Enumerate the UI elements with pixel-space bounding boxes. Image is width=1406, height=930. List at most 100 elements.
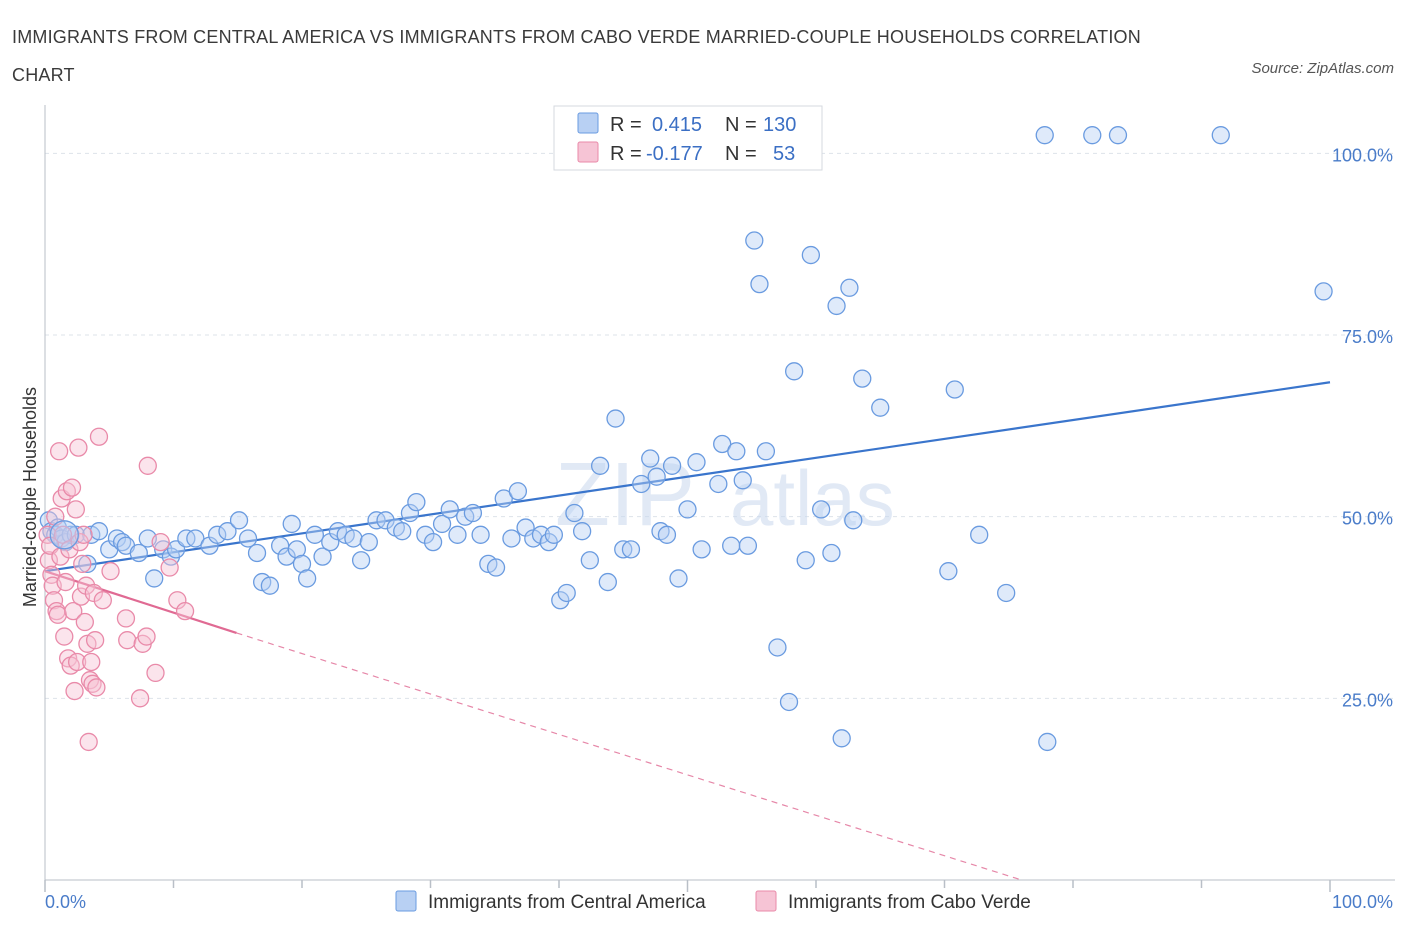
point-central-america [416,525,435,544]
point-cabo-verde [151,532,170,552]
point-cabo-verde [75,612,94,632]
point-cabo-verde [116,609,136,628]
point-central-america [407,492,426,512]
legend-swatch-central-america [577,112,599,134]
point-central-america [662,456,682,475]
point-central-america [939,562,958,581]
point-central-america [590,456,610,475]
point-central-america [647,467,666,486]
point-central-america [260,576,280,595]
point-central-america [669,569,688,588]
point-cabo-verde [160,558,179,577]
point-central-america [129,543,148,563]
point-cabo-verde [62,478,82,497]
point-central-america [502,529,521,548]
y-tick-label: 25.0% [1342,690,1393,710]
point-central-america [738,536,758,555]
point-central-america [186,529,205,548]
point-central-america [432,514,452,534]
point-central-america [247,543,267,563]
point-cabo-verde [39,551,59,570]
legend-n-label-1: N = [725,114,757,136]
point-cabo-verde [82,652,101,672]
point-central-america [745,231,764,250]
point-central-america [678,500,697,519]
x-tick-label-max: 100.0% [1332,892,1393,912]
chart-title: IMMIGRANTS FROM CENTRAL AMERICA VS IMMIG… [12,27,1141,85]
point-central-america [641,449,660,468]
x-tick-labels: 0.0% 100.0% [45,892,1393,912]
point-central-america [49,520,79,550]
point-cabo-verde [101,562,120,581]
point-cabo-verde [85,631,105,650]
y-tick-label: 100.0% [1332,145,1393,165]
point-central-america [89,522,109,541]
point-central-america [750,274,769,294]
point-central-america [832,729,851,748]
point-central-america [1314,282,1333,301]
point-cabo-verde [58,649,78,668]
point-cabo-verde [55,627,74,646]
trend-lines [44,381,1331,881]
point-central-america [297,569,317,588]
x-tick-label-min: 0.0% [45,892,86,912]
legend-r-label-2: R = [610,143,642,165]
point-central-america [614,540,633,559]
data-points [38,126,1333,752]
point-cabo-verde [48,605,67,624]
point-central-america [822,543,841,563]
legend-n-label-2: N = [725,143,757,165]
point-central-america [840,278,859,297]
point-central-america [632,474,651,494]
gridlines [45,152,1395,699]
point-central-america [313,547,332,566]
point-central-america [621,540,641,559]
point-cabo-verde [146,663,165,683]
point-central-america [486,558,506,577]
point-central-america [713,434,732,454]
chart-source: Source: ZipAtlas.com [1251,60,1394,77]
legend-swatch-cabo-verde [577,141,599,163]
point-central-america [945,380,964,399]
point-central-america [208,525,227,544]
point-central-america [580,551,599,570]
point-cabo-verde [67,652,87,672]
point-central-america [359,532,378,552]
point-cabo-verde [87,678,106,697]
bottom-legend-swatch-central-america [395,890,417,912]
point-cabo-verde [76,576,96,595]
point-central-america [1083,126,1102,145]
y-axis-title: Married-couple Households [20,387,40,607]
point-cabo-verde [56,572,75,592]
bottom-legend-label-central-america: Immigrants from Central America [428,892,706,913]
point-central-america [400,503,420,523]
point-central-america [801,245,821,265]
point-central-america [785,362,804,381]
point-central-america [218,522,237,541]
point-cabo-verde [69,438,88,457]
watermark-atlas: atlas [730,454,895,542]
point-cabo-verde [175,601,195,621]
trend-line-cabo-verde [44,570,237,634]
point-central-america [440,500,459,519]
point-cabo-verde [66,500,85,519]
legend-r-value-2: -0.177 [646,143,703,165]
bottom-legend-label-cabo-verde: Immigrants from Cabo Verde [788,892,1031,913]
point-cabo-verde [137,627,156,646]
point-central-america [970,525,989,544]
y-tick-label: 50.0% [1342,509,1393,529]
point-central-america [796,551,815,570]
legend-box [553,105,823,171]
point-central-america [238,529,258,548]
legend-r-label-1: R = [610,114,642,136]
point-central-america [572,522,592,541]
point-central-america [531,525,551,544]
point-central-america [687,453,706,472]
point-cabo-verde [79,732,98,752]
y-tick-label: 75.0% [1342,327,1393,347]
point-central-america [1211,126,1230,145]
point-central-america [779,692,799,712]
point-central-america [471,525,490,544]
point-central-america [463,503,483,523]
